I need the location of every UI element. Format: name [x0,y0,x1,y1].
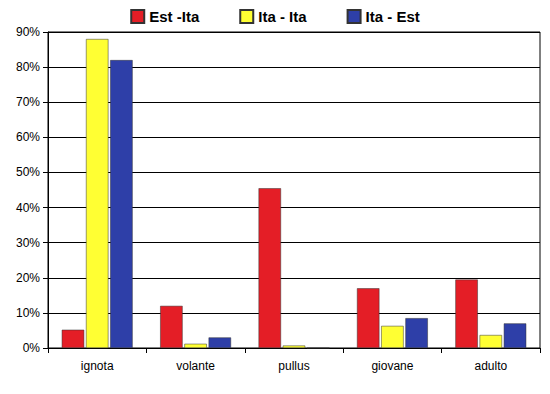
svg-text:20%: 20% [16,271,40,285]
svg-text:70%: 70% [16,95,40,109]
svg-text:90%: 90% [16,25,40,39]
svg-text:Ita - Ita: Ita - Ita [258,8,307,25]
svg-text:0%: 0% [23,341,41,355]
svg-text:ignota: ignota [81,359,114,373]
svg-text:adulto: adulto [474,359,507,373]
svg-text:80%: 80% [16,60,40,74]
svg-text:Ita - Est: Ita - Est [366,8,420,25]
svg-text:60%: 60% [16,130,40,144]
svg-text:Est -Ita: Est -Ita [149,8,200,25]
svg-text:pullus: pullus [278,359,309,373]
svg-text:40%: 40% [16,201,40,215]
svg-text:giovane: giovane [371,359,413,373]
svg-text:50%: 50% [16,165,40,179]
svg-text:10%: 10% [16,306,40,320]
svg-text:volante: volante [176,359,215,373]
svg-text:30%: 30% [16,236,40,250]
